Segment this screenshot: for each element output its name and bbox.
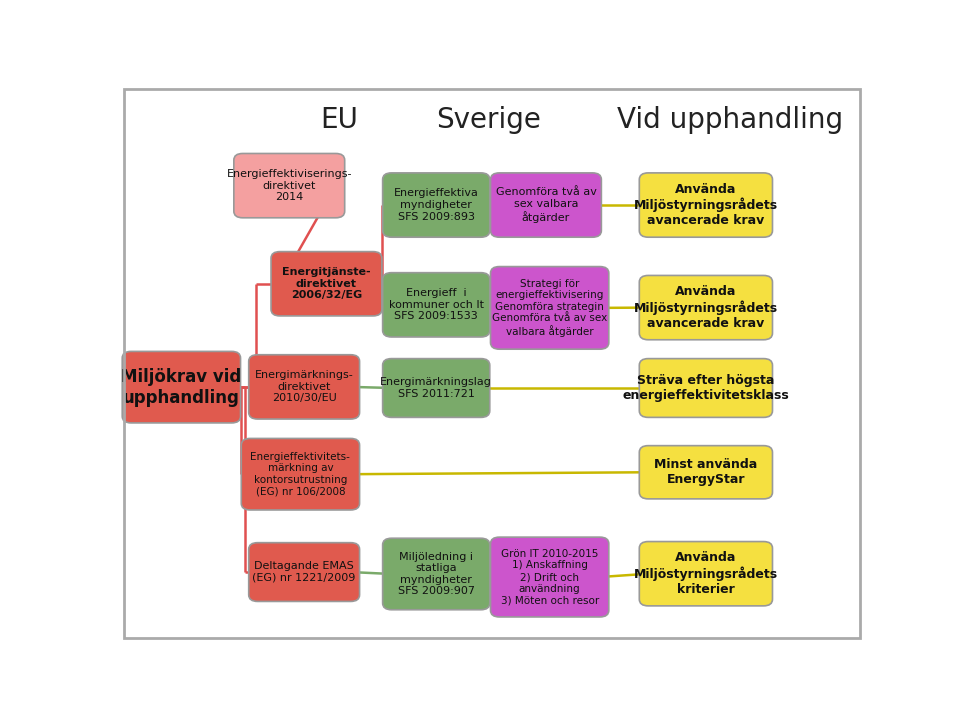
Text: Vid upphandling: Vid upphandling (617, 106, 843, 134)
Text: Energitjänste-
direktivet
2006/32/EG: Energitjänste- direktivet 2006/32/EG (282, 267, 371, 300)
FancyBboxPatch shape (122, 351, 241, 423)
Text: Använda
Miljöstyrningsrådets
kriterier: Använda Miljöstyrningsrådets kriterier (634, 552, 778, 596)
FancyBboxPatch shape (639, 541, 773, 606)
FancyBboxPatch shape (639, 446, 773, 499)
FancyBboxPatch shape (249, 543, 360, 601)
FancyBboxPatch shape (639, 276, 773, 340)
FancyBboxPatch shape (249, 355, 360, 419)
FancyBboxPatch shape (491, 537, 609, 617)
Text: Sverige: Sverige (436, 106, 540, 134)
Text: Energieffektivitets-
märkning av
kontorsutrustning
(EG) nr 106/2008: Energieffektivitets- märkning av kontors… (251, 452, 350, 497)
Text: Miljöledning i
statliga
myndigheter
SFS 2009:907: Miljöledning i statliga myndigheter SFS … (397, 552, 474, 596)
Text: Sträva efter högsta
energieffektivitetsklass: Sträva efter högsta energieffektivitetsk… (622, 374, 789, 402)
Text: EU: EU (321, 106, 358, 134)
Text: Minst använda
EnergyStar: Minst använda EnergyStar (655, 458, 757, 486)
Text: Använda
Miljöstyrningsrådets
avancerade krav: Använda Miljöstyrningsrådets avancerade … (634, 183, 778, 228)
FancyBboxPatch shape (383, 539, 490, 610)
FancyBboxPatch shape (639, 359, 773, 418)
Text: Miljökrav vid
upphandling: Miljökrav vid upphandling (121, 368, 242, 407)
FancyBboxPatch shape (491, 266, 609, 349)
Text: Använda
Miljöstyrningsrådets
avancerade krav: Använda Miljöstyrningsrådets avancerade … (634, 285, 778, 330)
Text: Genomföra två av
sex valbara
åtgärder: Genomföra två av sex valbara åtgärder (495, 187, 596, 222)
Text: Deltagande EMAS
(EG) nr 1221/2009: Deltagande EMAS (EG) nr 1221/2009 (252, 562, 356, 583)
Text: Grön IT 2010-2015
1) Anskaffning
2) Drift och
användning
3) Möten och resor: Grön IT 2010-2015 1) Anskaffning 2) Drif… (500, 549, 599, 606)
Text: Energimärkningslag
SFS 2011:721: Energimärkningslag SFS 2011:721 (380, 377, 492, 399)
FancyBboxPatch shape (383, 173, 490, 237)
Text: Energieff  i
kommuner och It
SFS 2009:1533: Energieff i kommuner och It SFS 2009:153… (389, 288, 484, 321)
FancyBboxPatch shape (234, 153, 345, 217)
FancyBboxPatch shape (271, 251, 382, 316)
FancyBboxPatch shape (491, 173, 601, 237)
FancyBboxPatch shape (639, 173, 773, 237)
FancyBboxPatch shape (241, 438, 360, 510)
FancyBboxPatch shape (383, 359, 490, 418)
Text: Energieffektiva
myndigheter
SFS 2009:893: Energieffektiva myndigheter SFS 2009:893 (394, 189, 479, 222)
Text: Strategi för
energieffektivisering
Genomföra strategin
Genomföra två av sex
valb: Strategi för energieffektivisering Genom… (492, 279, 608, 337)
Text: Energimärknings-
direktivet
2010/30/EU: Energimärknings- direktivet 2010/30/EU (254, 370, 353, 403)
FancyBboxPatch shape (383, 273, 490, 337)
Text: Energieffektiviserings-
direktivet
2014: Energieffektiviserings- direktivet 2014 (227, 169, 352, 202)
